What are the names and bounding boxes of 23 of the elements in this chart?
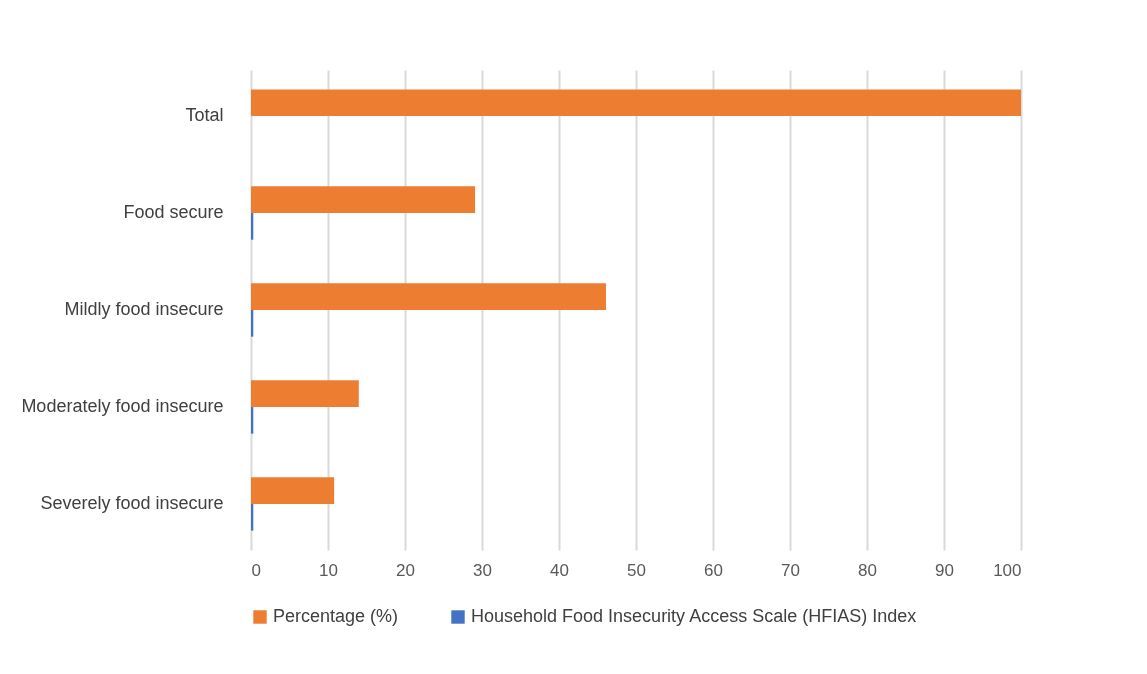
- x-tick-label: 10: [319, 560, 338, 580]
- x-tick-label: 0: [251, 560, 261, 580]
- x-tick-label: 30: [473, 560, 492, 580]
- y-tick-label: Moderately food insecure: [21, 395, 224, 416]
- bar: [251, 186, 476, 214]
- x-tick-label: 60: [704, 560, 723, 580]
- y-tick-label: Severely food insecure: [40, 492, 224, 513]
- bar: [251, 477, 335, 504]
- x-tick-label: 70: [781, 560, 800, 580]
- bar: [251, 380, 359, 407]
- x-tick-label: 40: [550, 560, 569, 580]
- x-tick-label: 20: [396, 560, 415, 580]
- x-tick-label: 80: [858, 560, 877, 580]
- y-tick-label: Mildly food insecure: [64, 299, 224, 319]
- x-tick-label: 100: [993, 560, 1022, 580]
- y-tick-label: Food secure: [123, 202, 224, 223]
- x-tick-label: 90: [935, 560, 954, 580]
- bar: [251, 89, 1021, 117]
- x-tick-label: 50: [627, 560, 646, 580]
- bar: [251, 283, 606, 310]
- legend-label: Household Food Insecurity Access Scale (HFIAS) Index: [471, 606, 917, 626]
- y-tick-label: Total: [185, 105, 224, 126]
- legend-label: Percentage (%): [273, 606, 399, 626]
